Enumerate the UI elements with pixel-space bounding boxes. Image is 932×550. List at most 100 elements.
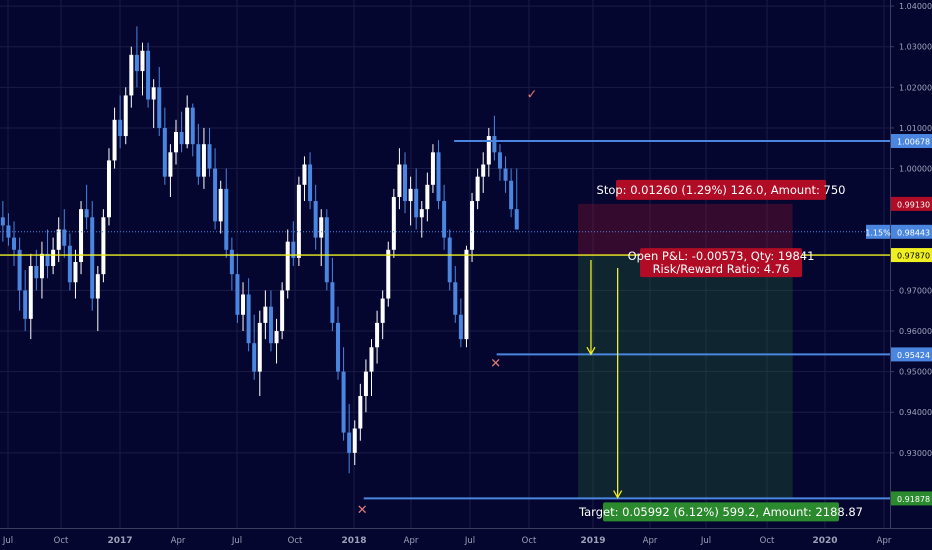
x-tick-label: Jul — [231, 536, 242, 546]
candle-body — [179, 132, 184, 145]
stop-zone — [578, 203, 793, 256]
candle-body — [168, 152, 173, 177]
y-axis: 1.04000 1.03000 1.02000 1.01000 1.00000 0.970… — [890, 0, 932, 528]
candle-body — [0, 217, 5, 226]
candle-body — [425, 184, 430, 210]
y-tick-label: 1.00000 — [899, 165, 932, 174]
x-tick-label: 2017 — [107, 536, 132, 546]
y-tick-label: 1.01000 — [899, 124, 932, 133]
candle-body — [123, 95, 128, 137]
stop-label-text: Stop: 0.01260 (1.29%) 126.0, Amount: 750 — [597, 183, 846, 197]
percent-tag-text: 1.15% — [865, 228, 891, 237]
cross-mark-icon: ✕ — [357, 503, 368, 518]
candle-body — [464, 249, 469, 340]
candle-body — [503, 168, 508, 181]
candle-body — [302, 164, 307, 185]
candle-body — [335, 322, 340, 372]
candle-body — [442, 201, 447, 238]
candle-body — [497, 152, 502, 169]
x-tick-label: 2018 — [341, 536, 366, 546]
candle-body — [492, 136, 497, 153]
y-tick-label: 0.97000 — [899, 286, 932, 295]
price-label-box — [891, 491, 932, 506]
candle-body — [162, 127, 167, 177]
candle-body — [28, 266, 33, 319]
candle-body — [201, 144, 206, 177]
candle-body — [458, 314, 463, 340]
candle-body — [67, 245, 72, 283]
cross-mark-icon: ✕ — [490, 357, 501, 372]
candle-body — [268, 306, 273, 344]
candle-body — [207, 144, 212, 169]
candle-body — [363, 371, 368, 396]
candle-body — [257, 322, 262, 372]
price-label-text: 1.00678 — [897, 138, 930, 147]
candle-body — [213, 168, 218, 222]
candle-body — [347, 432, 352, 453]
candle-body — [17, 249, 22, 291]
candle-body — [252, 343, 257, 372]
arrow-head — [586, 346, 596, 356]
candle-body — [296, 184, 301, 258]
candle-body — [73, 261, 78, 283]
candle-body — [146, 50, 151, 100]
x-tick-label: Apr — [171, 536, 186, 546]
candle-body — [246, 294, 251, 344]
signal-marks: ✓ ✕ ✕ — [357, 87, 538, 517]
candle-body — [51, 249, 56, 267]
candle-body — [263, 306, 268, 323]
price-label-box — [891, 248, 932, 263]
candle-body — [414, 188, 419, 218]
y-tick-label: 1.02000 — [899, 83, 932, 92]
candle-body — [447, 237, 452, 283]
price-label-box — [891, 196, 932, 211]
pnl-label-text: Open P&L: -0.00573, Qty: 19841 — [628, 249, 815, 263]
y-tick-label: 0.96000 — [899, 327, 932, 336]
candle-body — [514, 209, 519, 230]
candle-body — [486, 136, 491, 165]
price-label-box — [891, 134, 932, 149]
candle-body — [101, 217, 106, 275]
x-tick-label: 2020 — [812, 536, 837, 546]
candle-body — [408, 188, 413, 202]
target-label-text: Target: 0.05992 (6.12%) 599.2, Amount: 2… — [578, 505, 863, 519]
position-tool[interactable] — [578, 203, 793, 499]
x-axis: Jul Oct 2017 Apr Jul Oct 2018 Apr Jul Oct 2019 Apr J… — [0, 528, 932, 550]
candle-body — [352, 428, 357, 453]
candle-body — [157, 87, 162, 128]
y-tick-label: 1.03000 — [899, 43, 932, 52]
x-tick-label: Jul — [2, 536, 13, 546]
y-tick-label: 0.93000 — [899, 449, 932, 458]
x-tick-label: Oct — [54, 536, 69, 546]
candle-body — [475, 176, 480, 202]
price-labels: 1.00678 0.99130 0.98443 1.15% 0.97870 0.95424… — [865, 134, 932, 506]
position-labels: Stop: 0.01260 (1.29%) 126.0, Amount: 750… — [578, 179, 863, 522]
x-tick-label: Apr — [877, 536, 892, 546]
candle-body — [430, 152, 435, 185]
candle-body — [330, 282, 335, 323]
candle-body — [151, 87, 156, 100]
x-tick-label: Oct — [288, 536, 303, 546]
candle-body — [280, 290, 285, 332]
candle-body — [129, 54, 134, 96]
candle-body — [23, 290, 28, 319]
candle-body — [419, 209, 424, 218]
candle-body — [134, 54, 139, 72]
candle-body — [62, 229, 67, 246]
y-tick-label: 0.95000 — [899, 368, 932, 377]
candle-body — [190, 107, 195, 145]
candle-body — [436, 152, 441, 202]
projection-arrows — [586, 259, 623, 499]
candle-body — [481, 164, 486, 177]
x-tick-label: Oct — [522, 536, 537, 546]
arrow-head — [613, 490, 623, 499]
candle-body — [79, 209, 84, 262]
candle-body — [12, 237, 17, 250]
candle-body — [34, 266, 39, 279]
candle-body — [308, 164, 313, 202]
candle-body — [90, 217, 95, 299]
candle-body — [6, 225, 11, 238]
risk-reward-text: Risk/Reward Ratio: 4.76 — [653, 262, 790, 276]
candle-body — [386, 249, 391, 299]
